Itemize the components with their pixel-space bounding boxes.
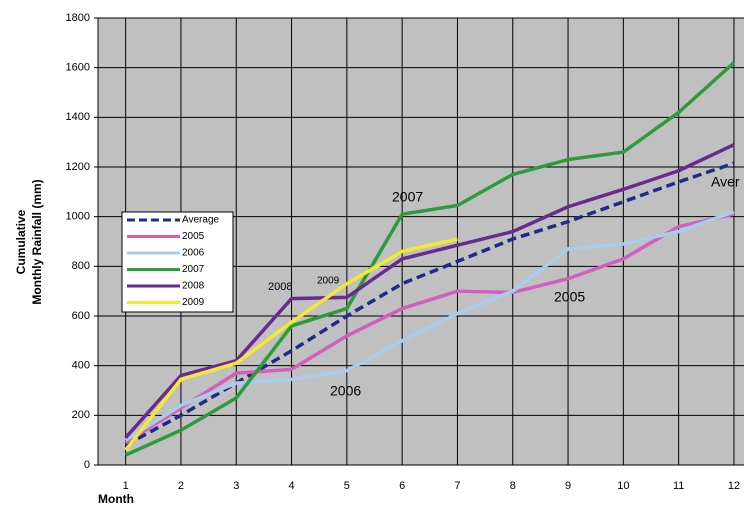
x-axis-label: Month (98, 492, 134, 505)
annotation: 2006 (330, 383, 361, 399)
y-tick-label: 0 (84, 459, 90, 471)
annotation: Aver (711, 174, 740, 190)
y-tick-label: 1400 (66, 111, 90, 123)
annotation: 2008 (268, 281, 292, 293)
annotation: 2007 (392, 189, 423, 205)
series-line (124, 237, 458, 452)
annotation: 2005 (554, 289, 585, 305)
legend-label: 2005 (182, 231, 205, 242)
x-tick-label: 4 (288, 480, 294, 492)
x-tick-label: 2 (178, 480, 184, 492)
y-tick-label: 800 (72, 260, 90, 272)
series-line (124, 61, 736, 457)
legend-label: 2009 (182, 297, 205, 308)
legend-label: Average (182, 215, 220, 226)
x-tick-label: 7 (454, 480, 460, 492)
y-tick-label: 1600 (66, 62, 90, 74)
x-tick-label: 10 (617, 480, 629, 492)
legend-box (121, 211, 234, 313)
y-tick-label: 1800 (66, 12, 90, 24)
y-tick-label: 1200 (66, 161, 90, 173)
x-tick-label: 12 (728, 480, 740, 492)
annotation: 2009 (317, 276, 340, 287)
series-line (124, 210, 735, 442)
legend-label: 2008 (182, 281, 205, 292)
legend-label: 2007 (182, 264, 205, 275)
series-line (124, 143, 735, 439)
x-tick-label: 9 (565, 480, 571, 492)
y-axis-label: Monthly Rainfall (mm) (30, 179, 44, 304)
y-tick-label: 600 (72, 310, 90, 322)
y-tick-label: 1000 (66, 211, 90, 223)
legend-label: 2006 (182, 248, 205, 259)
x-tick-label: 11 (673, 480, 684, 492)
series-line (124, 212, 735, 445)
x-tick-label: 1 (123, 480, 129, 492)
x-tick-label: 3 (233, 480, 239, 492)
y-tick-label: 400 (72, 360, 90, 372)
y-axis-label: Cumulative (14, 209, 28, 274)
x-tick-label: 8 (510, 480, 516, 492)
x-tick-label: 5 (344, 480, 350, 492)
x-tick-label: 6 (399, 480, 405, 492)
y-tick-label: 200 (72, 409, 90, 421)
